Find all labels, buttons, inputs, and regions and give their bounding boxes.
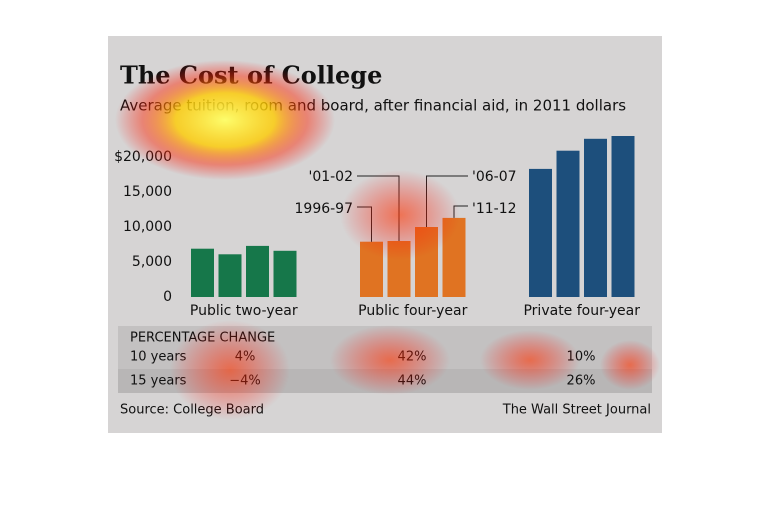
bar bbox=[442, 217, 466, 297]
y-tick-label: $20,000 bbox=[114, 149, 172, 165]
table-cell: 4% bbox=[235, 350, 256, 365]
credit: The Wall Street Journal bbox=[502, 403, 651, 418]
x-tick-label: Public two-year bbox=[190, 303, 298, 319]
series-label: '06-07 bbox=[472, 169, 517, 185]
x-tick-label: Public four-year bbox=[358, 303, 467, 319]
bar bbox=[556, 150, 580, 297]
bar bbox=[218, 254, 242, 297]
series-label: '11-12 bbox=[472, 201, 517, 217]
y-tick-label: 5,000 bbox=[132, 254, 172, 270]
bar bbox=[191, 248, 214, 297]
bar bbox=[584, 138, 607, 297]
y-tick-label: 10,000 bbox=[123, 219, 172, 235]
x-tick-label: Private four-year bbox=[523, 303, 640, 319]
bar bbox=[360, 241, 383, 297]
table-cell: −4% bbox=[229, 374, 261, 389]
table-title: PERCENTAGE CHANGE bbox=[130, 331, 275, 346]
bar bbox=[246, 245, 269, 297]
table-row-label: 10 years bbox=[130, 350, 187, 365]
y-tick-label: 15,000 bbox=[123, 184, 172, 200]
y-tick-label: 0 bbox=[163, 289, 172, 305]
table-cell: 44% bbox=[398, 374, 427, 389]
bar bbox=[415, 227, 438, 297]
table-row-label: 15 years bbox=[130, 374, 187, 389]
bar bbox=[611, 136, 635, 297]
source: Source: College Board bbox=[120, 403, 264, 418]
table-cell: 26% bbox=[567, 374, 596, 389]
bar bbox=[529, 168, 552, 297]
subtitle: Average tuition, room and board, after f… bbox=[120, 97, 626, 115]
series-label: '01-02 bbox=[308, 169, 353, 185]
chart-title: The Cost of College bbox=[120, 61, 382, 90]
table-cell: 42% bbox=[398, 350, 427, 365]
table-cell: 10% bbox=[567, 350, 596, 365]
bar bbox=[387, 241, 411, 297]
bar bbox=[273, 250, 297, 297]
series-label: 1996-97 bbox=[295, 201, 354, 217]
